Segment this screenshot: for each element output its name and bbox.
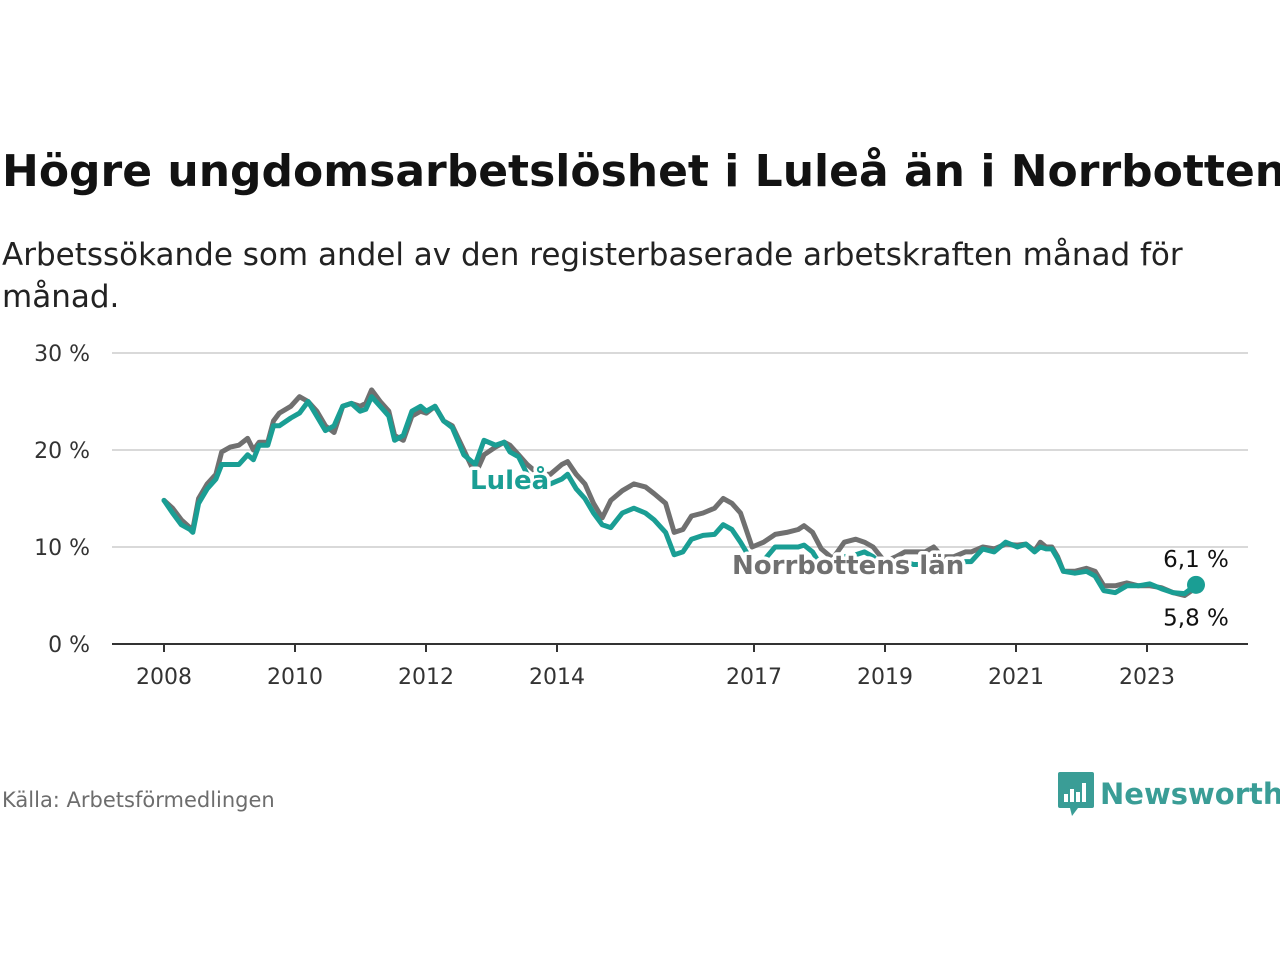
series-lines: [161, 387, 1205, 598]
x-tick-label: 2012: [398, 665, 454, 690]
chart-subtitle: Arbetssökande som andel av den registerb…: [2, 237, 1183, 315]
x-tick-label: 2019: [857, 665, 913, 690]
end-label-norrbotten: 5,8 %: [1163, 606, 1229, 632]
y-axis-ticks: 0 % 10 % 20 % 30 %: [34, 342, 90, 658]
brand-logo[interactable]: Newsworthy: [1058, 772, 1280, 816]
series-end-marker-lulea: [1187, 575, 1205, 594]
newsworthy-icon: [1058, 772, 1094, 816]
line-chart: 0 % 10 % 20 % 30 % 2008 2010 2012 2014 2017 2019…: [34, 342, 1248, 690]
source-note: Källa: Arbetsförmedlingen: [2, 788, 275, 812]
y-tick-label: 20 %: [34, 439, 90, 464]
series-label-norrbotten-text: Norrbottens län: [732, 551, 964, 581]
x-axis-ticks: 2008 2010 2012 2014 2017 2019 2021 2023: [136, 644, 1175, 690]
series-label-norrbotten-halo: Norrbottens län: [732, 551, 964, 581]
x-tick-label: 2017: [726, 665, 782, 690]
end-label-lulea: 6,1 %: [1163, 547, 1229, 573]
x-tick-label: 2021: [988, 665, 1044, 690]
chart-title: Högre ungdomsarbetslöshet i Luleå än i N…: [2, 146, 1280, 197]
x-tick-label: 2010: [267, 665, 323, 690]
series-label-lulea-halo: Luleå: [470, 464, 549, 496]
x-tick-label: 2014: [529, 665, 585, 690]
series-label-lulea-text: Luleå: [470, 464, 549, 496]
y-tick-label: 30 %: [34, 342, 90, 367]
series-line-lulea: [161, 394, 1199, 597]
y-tick-label: 10 %: [34, 536, 90, 561]
y-tick-label: 0 %: [48, 633, 90, 658]
x-tick-label: 2023: [1119, 665, 1175, 690]
grid-lines: [112, 352, 1248, 645]
brand-name: Newsworthy: [1100, 777, 1280, 811]
x-tick-label: 2008: [136, 665, 192, 690]
